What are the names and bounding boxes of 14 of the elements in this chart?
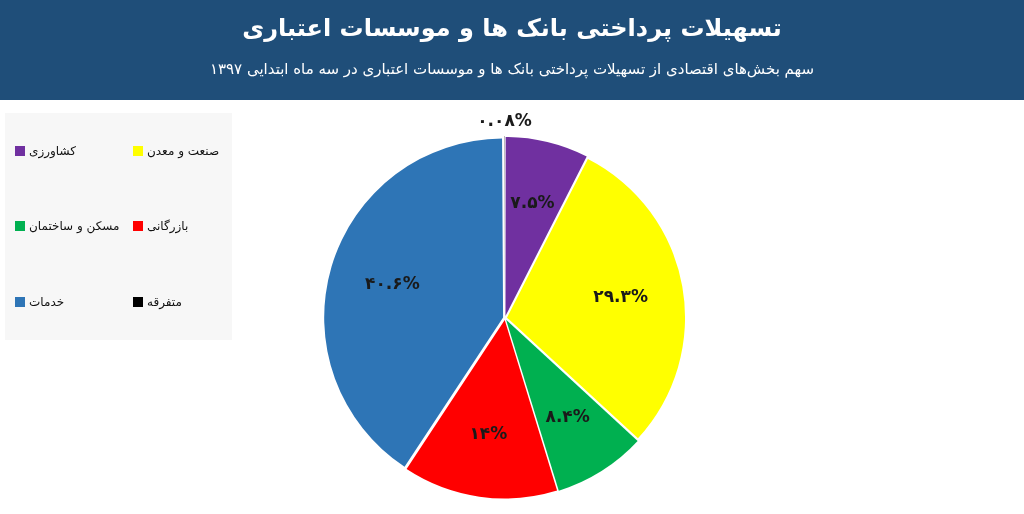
data-label: ۱۴% <box>469 422 508 443</box>
legend-label: متفرقه <box>147 295 182 310</box>
data-label: ۲۹.۳% <box>593 285 648 306</box>
data-label: ۷.۵% <box>510 192 555 213</box>
data-label: ۸.۴% <box>545 405 590 426</box>
legend-label: مسکن و ساختمان <box>29 219 120 234</box>
data-label: ۴۰.۶% <box>365 272 420 293</box>
legend-label: بازرگانی <box>147 219 189 234</box>
legend-label: کشاورزی <box>29 143 76 158</box>
chart-title: تسهیلات پرداختی بانک ها و موسسات اعتباری <box>241 14 783 42</box>
legend-label: خدمات <box>29 295 65 310</box>
legend-label: صنعت و معدن <box>147 143 220 158</box>
chart-subtitle: سهم بخش‌های اقتصادی از تسهیلات پرداختی بانک ها و موسسات اعتباری در سه ماه ابتدایی ۱۳۹۷ <box>208 60 816 78</box>
data-label: ۰.۰۸% <box>477 110 532 131</box>
